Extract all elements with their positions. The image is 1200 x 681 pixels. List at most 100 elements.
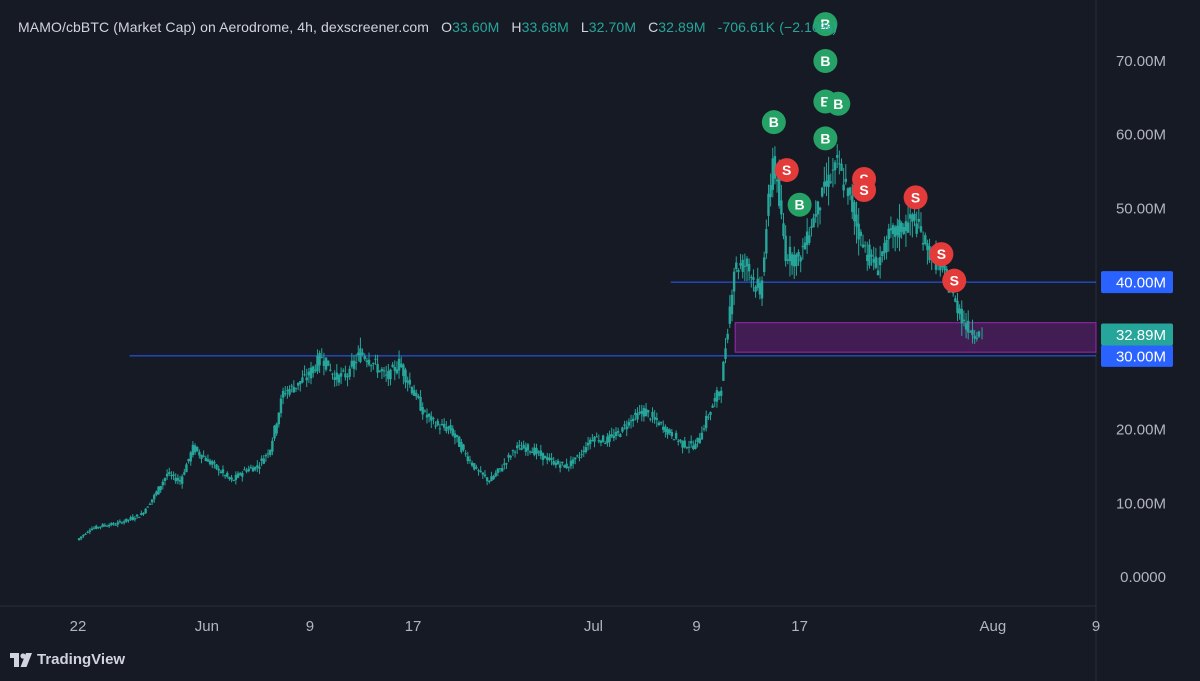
candle-body — [436, 420, 439, 426]
candle-body — [595, 436, 598, 438]
marker-label: B — [820, 94, 830, 110]
candle-body — [859, 231, 863, 237]
candle-body — [616, 430, 620, 433]
candle-body — [799, 257, 802, 262]
candle-body — [447, 426, 450, 429]
candle-body — [344, 373, 347, 378]
candle-body — [296, 382, 300, 386]
candle-body — [674, 432, 678, 439]
buy-marker: B — [813, 12, 838, 37]
level-price-label-bg — [1101, 344, 1173, 367]
candle-body — [271, 440, 274, 452]
candle-body — [208, 460, 212, 465]
candle-body — [672, 439, 676, 441]
candle-body — [410, 387, 414, 394]
candle-body — [507, 454, 510, 458]
candle-body — [728, 306, 732, 324]
candle-body — [765, 229, 768, 254]
candle-body — [591, 440, 594, 442]
open-value: 33.60M — [452, 19, 500, 35]
candle-body — [876, 270, 880, 276]
candle-body — [131, 516, 134, 520]
candle-body — [294, 387, 298, 389]
horizontal-lines-layer — [129, 281, 1096, 357]
candle-body — [311, 366, 315, 374]
x-tick-label: Aug — [980, 618, 1007, 635]
symbol-title[interactable]: MAMO/cbBTC (Market Cap) on Aerodrome, 4h… — [18, 19, 430, 35]
candle-body — [580, 454, 583, 456]
level-price-label-text: 40.00M — [1116, 275, 1166, 292]
level-price-label: 30.00M — [1101, 344, 1173, 367]
candle-body — [415, 392, 418, 397]
candle-body — [893, 226, 897, 237]
candle-body — [973, 335, 976, 339]
candle-body — [664, 426, 667, 432]
candle-body — [578, 457, 581, 459]
chart-legend: MAMO/cbBTC (Market Cap) on Aerodrome, 4h… — [18, 19, 837, 35]
sell-marker: S — [929, 242, 954, 267]
candle-body — [720, 390, 723, 396]
candle-body — [389, 369, 392, 380]
last-price-label-text: 32.89M — [1116, 327, 1166, 344]
candle-body — [747, 263, 751, 272]
candle-body — [215, 464, 218, 469]
sell-marker: S — [903, 185, 928, 210]
marker-label: S — [950, 273, 959, 289]
candle-body — [644, 408, 648, 417]
candle-body — [518, 444, 521, 446]
candle-body — [324, 357, 328, 370]
y-axis[interactable]: 0.0000 10.00M 20.00M 50.00M 60.00M 70.00M — [1116, 53, 1166, 586]
x-axis[interactable]: 22 Jun 9 17 Jul 9 17 Aug 9 — [70, 618, 1101, 635]
candle-body — [193, 445, 197, 453]
candle-body — [724, 348, 727, 359]
candle-body — [339, 373, 343, 377]
candle-body — [565, 463, 568, 469]
candle-body — [331, 373, 334, 375]
marker-circle — [813, 49, 838, 73]
candle-body — [704, 415, 708, 429]
candle-body — [762, 257, 766, 272]
tradingview-logo-icon — [10, 652, 32, 667]
marker-label: B — [820, 130, 830, 146]
candle-body — [687, 446, 691, 448]
candle-body — [531, 451, 534, 453]
candle-body — [730, 294, 734, 315]
candle-body — [851, 195, 854, 212]
candle-body — [692, 445, 695, 450]
candle-body — [354, 362, 358, 364]
candle-body — [496, 468, 500, 473]
candle-body — [266, 453, 270, 455]
candle-body — [717, 391, 721, 397]
sell-marker: S — [852, 178, 877, 202]
marker-circle — [774, 158, 799, 183]
marker-circle — [761, 110, 786, 135]
candle-body — [206, 459, 210, 462]
candle-body — [795, 254, 798, 267]
candle-body — [969, 331, 972, 333]
candle-body — [881, 251, 884, 257]
candle-body — [488, 480, 491, 483]
candle-body — [168, 472, 171, 475]
candle-body — [823, 181, 826, 187]
candle-body — [423, 410, 427, 412]
candle-body — [846, 188, 850, 197]
candle-body — [863, 245, 867, 247]
candle-body — [204, 457, 207, 462]
candle-body — [896, 225, 899, 236]
candle-body — [427, 413, 431, 417]
high-label: H — [511, 19, 522, 35]
candle-body — [702, 428, 706, 430]
candle-body — [528, 451, 532, 453]
candle-body — [601, 435, 605, 442]
candle-body — [492, 476, 495, 480]
candle-body — [442, 423, 446, 428]
candle-body — [743, 265, 747, 267]
candle-body — [346, 376, 349, 378]
candle-body — [870, 254, 873, 257]
candle-body — [262, 458, 265, 464]
tradingview-logo[interactable]: TradingView — [10, 651, 125, 668]
candle-body — [477, 470, 480, 472]
candle-body — [812, 217, 815, 228]
candle-body — [337, 374, 341, 383]
